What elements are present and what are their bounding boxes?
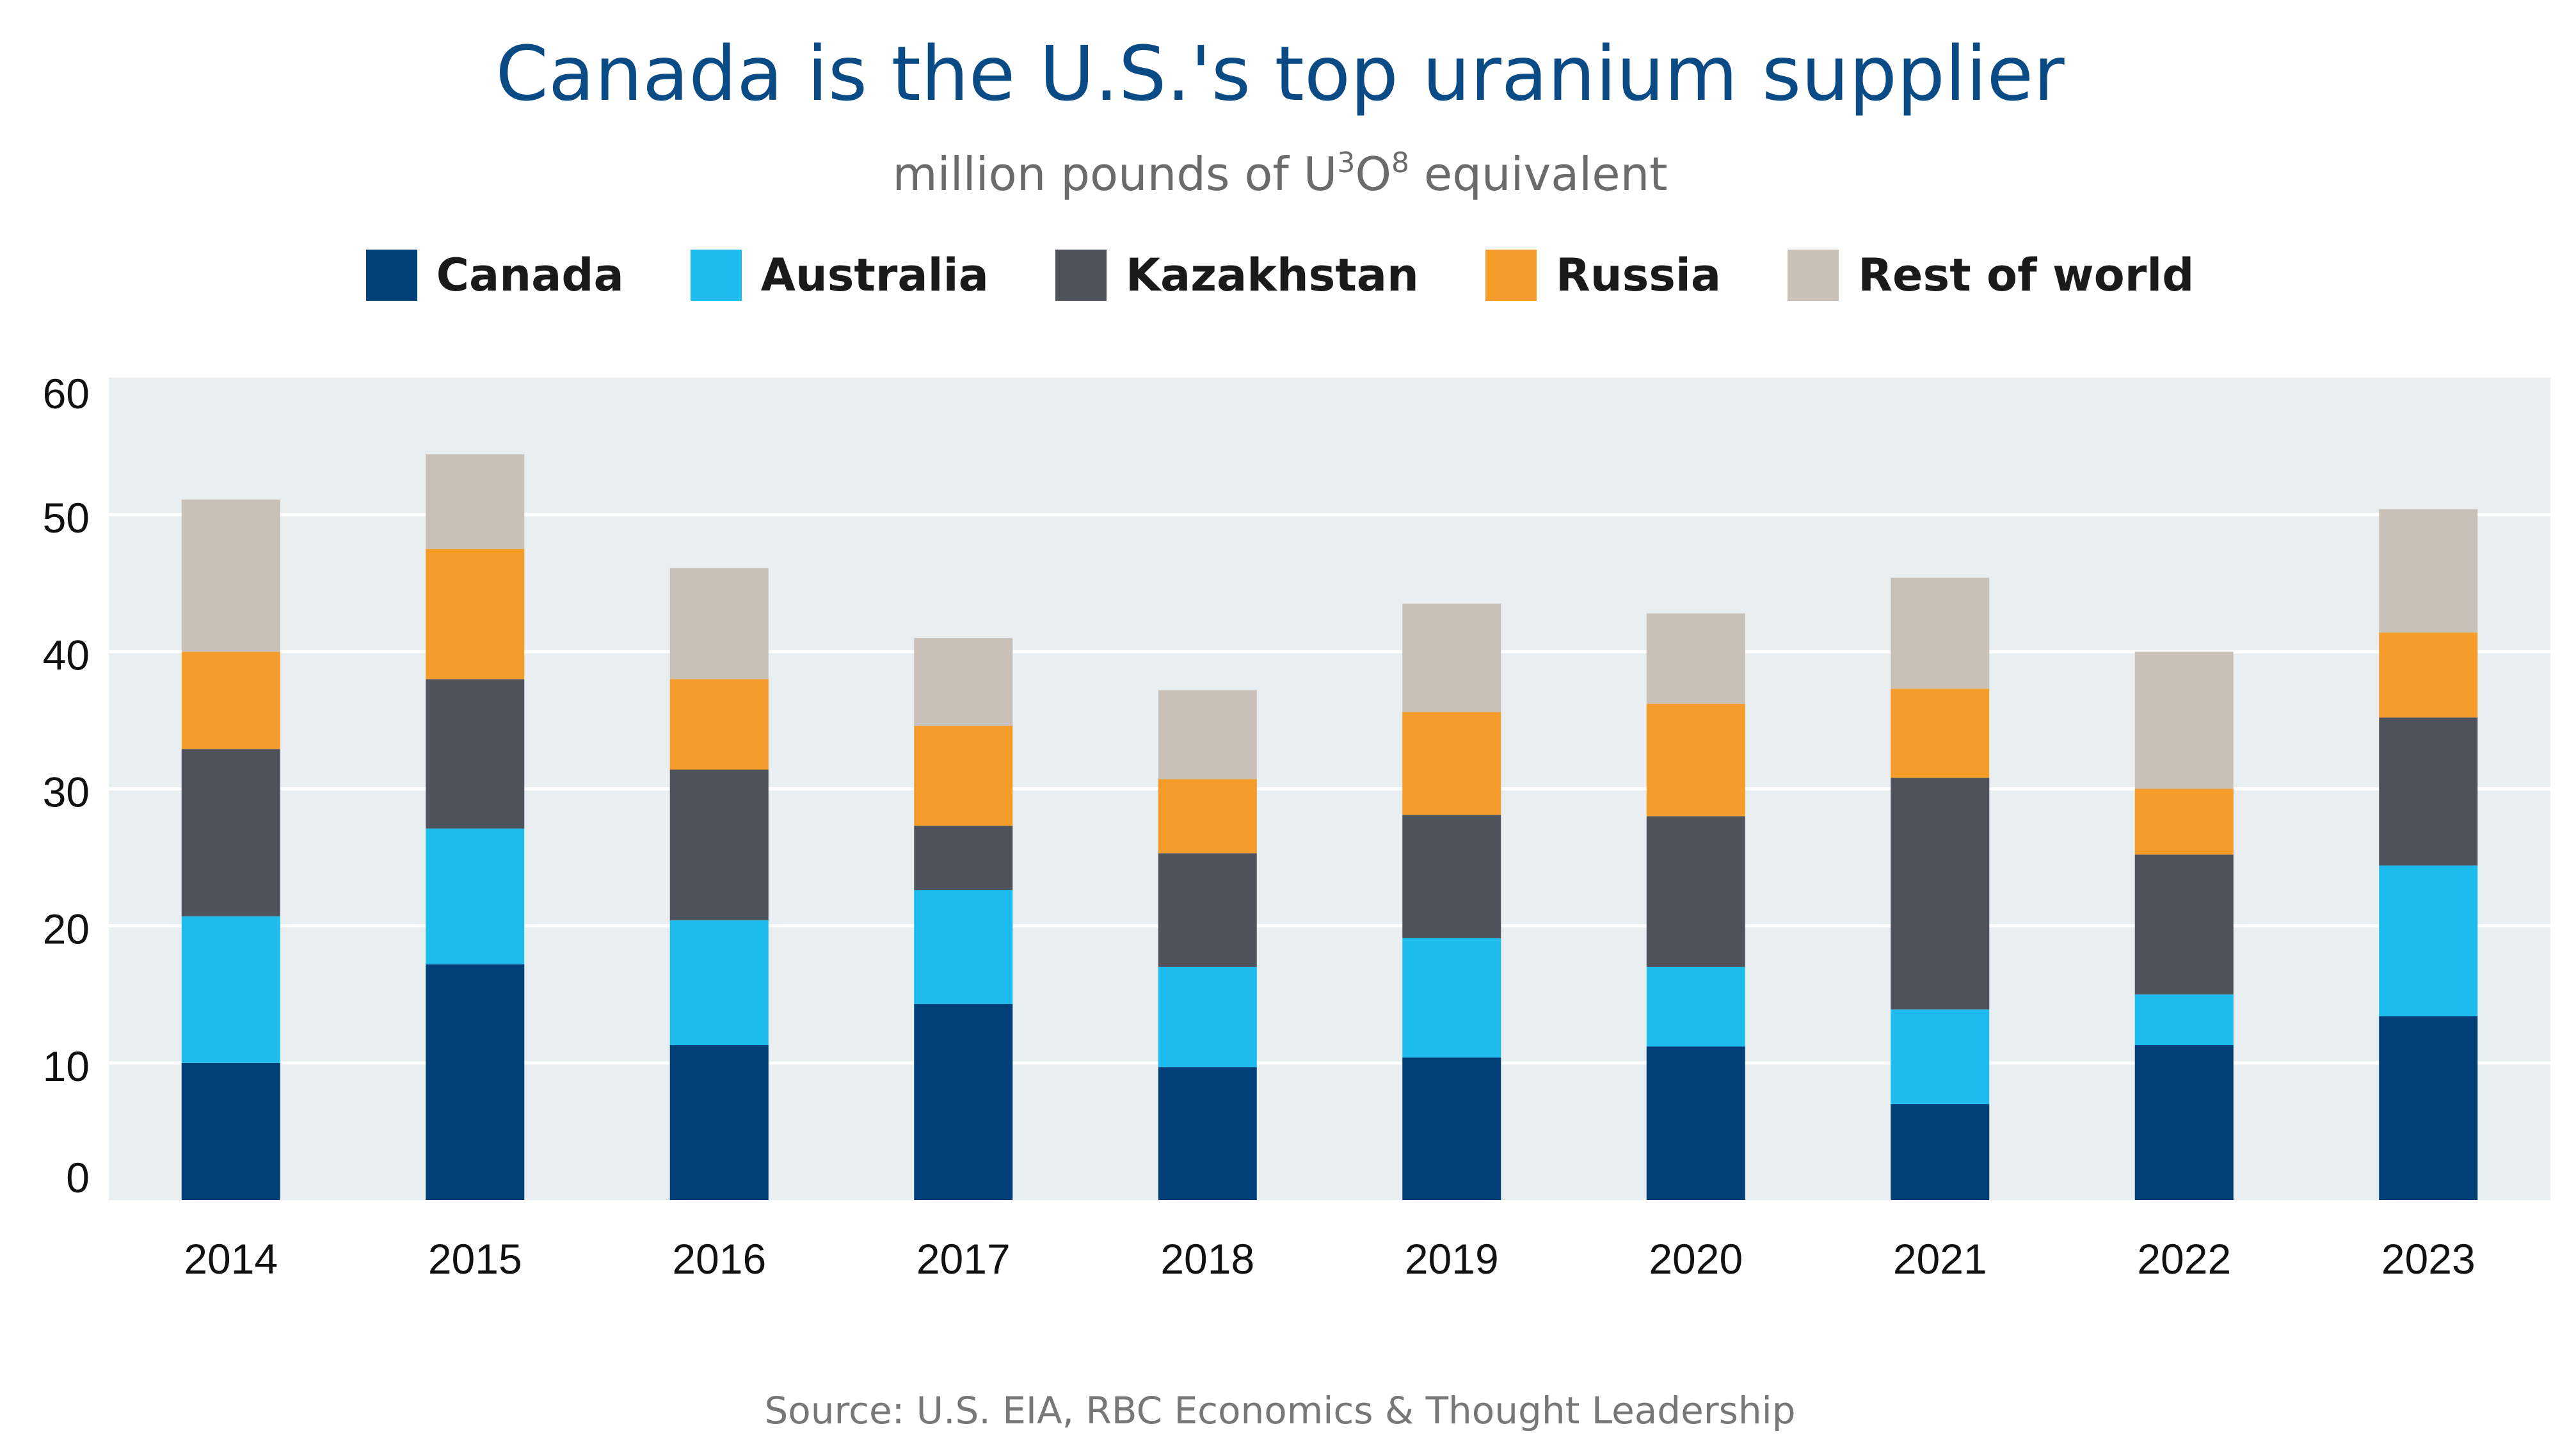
x-tick-label-2016: 2016 bbox=[672, 1235, 766, 1283]
bar-2015-kazakhstan bbox=[426, 679, 525, 829]
subtitle-sup-1: 3 bbox=[1337, 147, 1356, 179]
y-tick-label-50: 50 bbox=[43, 494, 90, 541]
subtitle-sup-2: 8 bbox=[1391, 147, 1410, 179]
bar-2016-australia bbox=[669, 920, 769, 1045]
bar-2018-rest-of-world bbox=[1158, 690, 1257, 780]
bar-2015-australia bbox=[426, 828, 525, 964]
y-tick-label-10: 10 bbox=[43, 1043, 90, 1090]
subtitle-prefix: million pounds of U bbox=[892, 147, 1338, 201]
y-tick-label-30: 30 bbox=[43, 769, 90, 816]
bar-2014-kazakhstan bbox=[181, 749, 280, 916]
legend-swatch-australia bbox=[690, 250, 742, 301]
legend-item-russia: Russia bbox=[1485, 249, 1721, 301]
bar-2015-rest-of-world bbox=[426, 454, 525, 549]
x-tick-label-2018: 2018 bbox=[1160, 1235, 1254, 1283]
bar-2023-kazakhstan bbox=[2379, 717, 2478, 866]
legend-item-australia: Australia bbox=[690, 249, 989, 301]
bar-2019-kazakhstan bbox=[1402, 815, 1501, 938]
bar-2015-russia bbox=[426, 548, 525, 680]
legend-item-kazakhstan: Kazakhstan bbox=[1055, 249, 1419, 301]
bar-2018-canada bbox=[1158, 1067, 1257, 1200]
bar-2018-australia bbox=[1158, 966, 1257, 1068]
bar-2014-australia bbox=[181, 916, 280, 1063]
bar-2021-kazakhstan bbox=[1891, 778, 1990, 1010]
bar-2018-kazakhstan bbox=[1158, 853, 1257, 967]
bar-2019-rest-of-world bbox=[1402, 604, 1501, 712]
bar-2017-australia bbox=[914, 890, 1013, 1004]
legend-swatch-kazakhstan bbox=[1055, 250, 1107, 301]
bar-2019-russia bbox=[1402, 712, 1501, 815]
bar-2020-russia bbox=[1646, 703, 1745, 817]
x-tick-label-2015: 2015 bbox=[428, 1235, 522, 1283]
bar-2022-kazakhstan bbox=[2134, 854, 2234, 995]
x-tick-label-2017: 2017 bbox=[916, 1235, 1011, 1283]
bar-2023-australia bbox=[2379, 865, 2478, 1017]
chart-subtitle: million pounds of U3O8 equivalent bbox=[0, 131, 2560, 206]
legend-label-rest-of-world: Rest of world bbox=[1858, 249, 2195, 301]
legend-label-australia: Australia bbox=[760, 249, 989, 301]
bar-2021-russia bbox=[1891, 689, 1990, 778]
subtitle-suffix: equivalent bbox=[1409, 147, 1668, 201]
x-tick-label-2022: 2022 bbox=[2137, 1235, 2231, 1283]
bar-2016-canada bbox=[669, 1044, 769, 1200]
bar-2015-canada bbox=[426, 964, 525, 1200]
bar-2020-canada bbox=[1646, 1046, 1745, 1200]
bar-2014-canada bbox=[181, 1062, 280, 1200]
bar-2022-australia bbox=[2134, 994, 2234, 1045]
y-tick-label-60: 60 bbox=[43, 370, 90, 417]
bar-2017-rest-of-world bbox=[914, 637, 1013, 726]
x-tick-label-2019: 2019 bbox=[1405, 1235, 1499, 1283]
bar-2014-russia bbox=[181, 652, 280, 749]
x-tick-label-2020: 2020 bbox=[1649, 1235, 1743, 1283]
bar-2017-kazakhstan bbox=[914, 826, 1013, 890]
bar-2017-canada bbox=[914, 1004, 1013, 1200]
legend: Canada Australia Kazakhstan Russia Rest of w… bbox=[0, 237, 2560, 314]
y-tick-label-40: 40 bbox=[43, 631, 90, 678]
bar-2019-canada bbox=[1402, 1057, 1501, 1200]
bar-2021-australia bbox=[1891, 1009, 1990, 1105]
legend-label-russia: Russia bbox=[1555, 249, 1722, 301]
bar-2020-rest-of-world bbox=[1646, 613, 1745, 704]
legend-swatch-canada bbox=[365, 250, 417, 301]
bar-2014-rest-of-world bbox=[181, 499, 280, 652]
bar-2022-rest-of-world bbox=[2134, 652, 2234, 789]
subtitle-middle: O bbox=[1355, 147, 1392, 201]
x-tick-label-2023: 2023 bbox=[2381, 1235, 2476, 1283]
legend-label-canada: Canada bbox=[436, 249, 624, 301]
bar-2023-russia bbox=[2379, 632, 2478, 718]
legend-swatch-rest-of-world bbox=[1788, 250, 1839, 301]
bar-2020-kazakhstan bbox=[1646, 816, 1745, 967]
bar-2016-kazakhstan bbox=[669, 769, 769, 921]
y-tick-label-20: 20 bbox=[43, 906, 90, 953]
bar-2016-russia bbox=[669, 679, 769, 770]
bar-2018-russia bbox=[1158, 779, 1257, 854]
y-tick-label-0: 0 bbox=[66, 1154, 90, 1201]
legend-label-kazakhstan: Kazakhstan bbox=[1125, 249, 1419, 301]
bar-2023-rest-of-world bbox=[2379, 509, 2478, 633]
legend-item-rest-of-world: Rest of world bbox=[1788, 249, 2194, 301]
source-note: Source: U.S. EIA, RBC Economics & Though… bbox=[764, 1389, 1796, 1432]
bar-2023-canada bbox=[2379, 1016, 2478, 1200]
bar-2021-rest-of-world bbox=[1891, 577, 1990, 689]
bar-2022-canada bbox=[2134, 1044, 2234, 1200]
bar-2016-rest-of-world bbox=[669, 568, 769, 680]
bar-2017-russia bbox=[914, 725, 1013, 826]
legend-item-canada: Canada bbox=[365, 249, 624, 301]
chart-title: Canada is the U.S.'s top uranium supplie… bbox=[495, 29, 2065, 118]
legend-swatch-russia bbox=[1485, 250, 1537, 301]
bar-2022-russia bbox=[2134, 788, 2234, 855]
bar-2019-australia bbox=[1402, 938, 1501, 1058]
bar-2021-canada bbox=[1891, 1104, 1990, 1200]
bar-2020-australia bbox=[1646, 966, 1745, 1047]
x-tick-label-2021: 2021 bbox=[1893, 1235, 1987, 1283]
x-tick-label-2014: 2014 bbox=[184, 1235, 278, 1283]
stacked-bar-chart: 0 10 20 30 40 50 60 2014 2015 2016 2017 2018 2019 202… bbox=[43, 370, 2550, 1283]
